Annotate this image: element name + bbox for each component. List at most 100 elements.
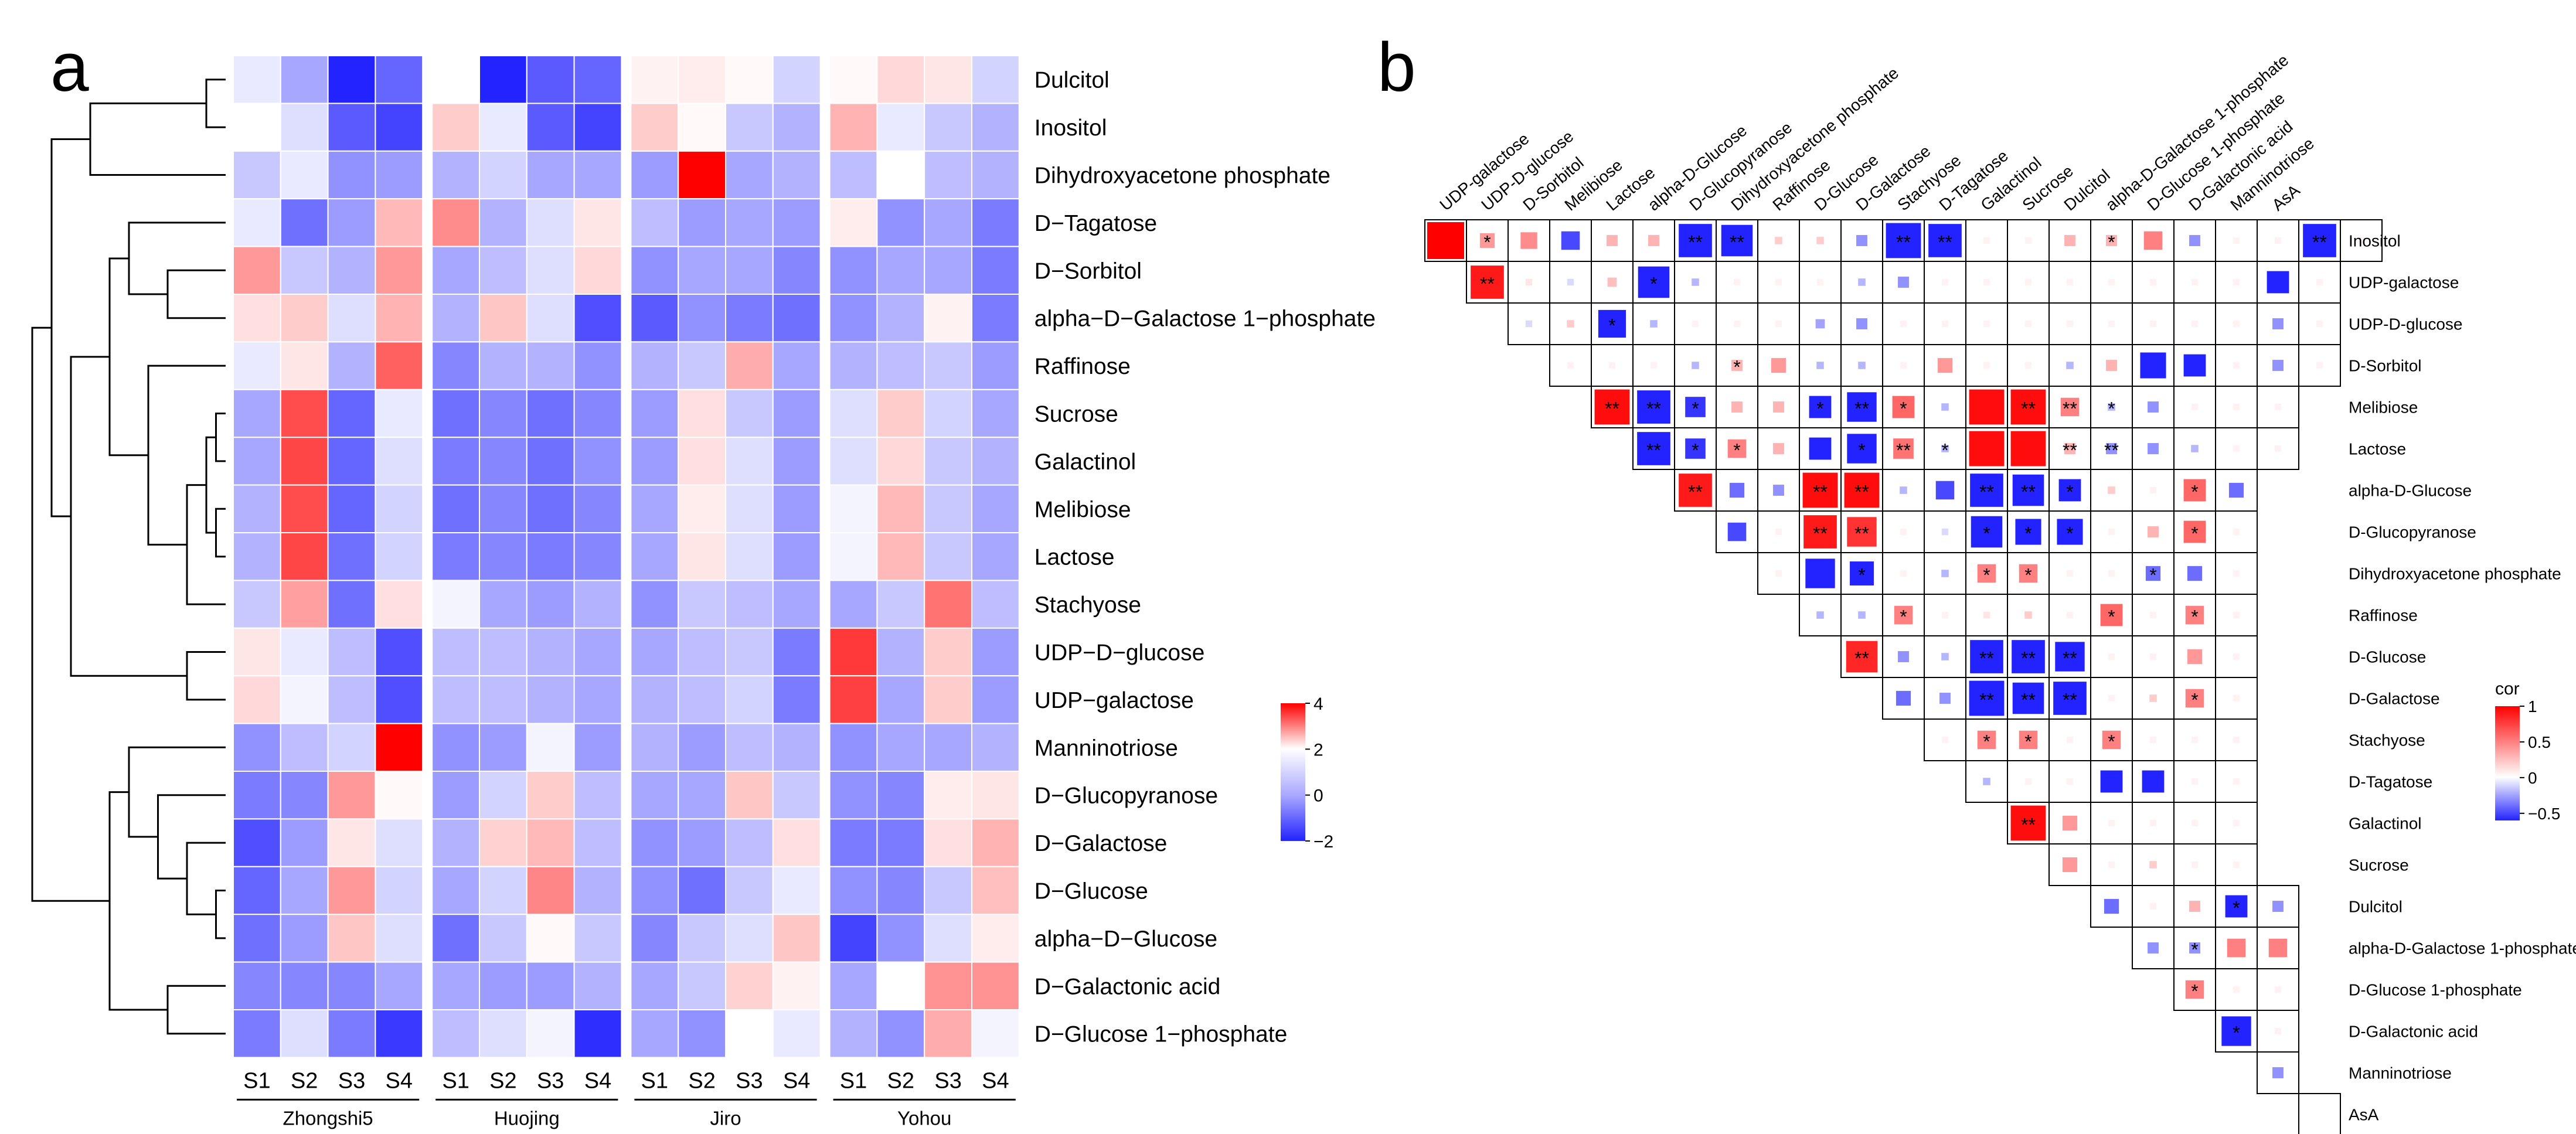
significance-mark: ** xyxy=(1854,523,1869,544)
row-label: UDP-galactose xyxy=(2349,274,2459,292)
significance-mark: ** xyxy=(1646,399,1661,420)
heatmap-cell xyxy=(772,771,821,820)
heatmap-cell xyxy=(725,484,774,533)
correlation-square xyxy=(1731,401,1743,413)
heatmap-cell xyxy=(829,818,878,867)
correlation-square xyxy=(2233,278,2240,286)
significance-mark: ** xyxy=(1979,482,1994,503)
heatmap-cell xyxy=(233,294,281,343)
correlation-square xyxy=(2316,320,2323,328)
correlation-square xyxy=(1685,438,1706,459)
correlation-square xyxy=(2228,482,2244,498)
correlation-square xyxy=(2183,354,2206,377)
heatmap-cell xyxy=(971,961,1020,1010)
significance-mark: * xyxy=(2191,482,2198,503)
heatmap-cell xyxy=(678,246,726,295)
heatmap-cell xyxy=(431,866,481,915)
heatmap-cell xyxy=(725,198,774,247)
significance-mark: ** xyxy=(1688,232,1703,253)
correlation-square xyxy=(2108,486,2115,494)
heatmap-cell xyxy=(772,723,821,772)
correlation-square xyxy=(1816,278,1824,286)
heatmap-cell xyxy=(971,675,1020,724)
heatmap-cell xyxy=(573,150,622,200)
heatmap-cell xyxy=(725,866,774,915)
correlation-square xyxy=(2227,938,2246,958)
correlation-square xyxy=(2191,778,2199,785)
correlation-square xyxy=(2233,694,2240,702)
correlation-square xyxy=(1970,640,2003,673)
correlation-square xyxy=(1733,320,1741,328)
grid-cell xyxy=(2257,427,2299,470)
significance-mark: * xyxy=(2066,482,2073,503)
heatmap-cell xyxy=(772,341,821,390)
significance-mark: ** xyxy=(2021,815,2036,836)
heatmap-cell xyxy=(725,246,774,295)
correlation-square xyxy=(2102,730,2121,750)
significance-mark: ** xyxy=(2312,232,2327,253)
column-label: S1 xyxy=(243,1068,270,1093)
correlation-square xyxy=(2233,819,2240,827)
significance-mark: * xyxy=(2233,1023,2240,1044)
significance-mark: ** xyxy=(1896,232,1911,253)
heatmap-cell xyxy=(479,437,528,486)
heatmap-cell xyxy=(233,437,281,486)
heatmap-cell xyxy=(431,1009,481,1058)
heatmap-cell xyxy=(375,341,424,390)
significance-mark: * xyxy=(2191,690,2198,711)
grid-cell xyxy=(2257,1051,2299,1094)
heatmap-cell xyxy=(630,341,679,390)
correlation-square xyxy=(1856,318,1867,329)
column-label: S2 xyxy=(887,1068,914,1093)
heatmap-cell xyxy=(327,246,376,295)
correlation-square xyxy=(2233,778,2240,785)
significance-mark: ** xyxy=(1688,482,1703,503)
correlation-square xyxy=(2066,570,2074,577)
heatmap-cell xyxy=(280,484,329,533)
heatmap-cell xyxy=(971,866,1020,915)
heatmap-cell xyxy=(573,246,622,295)
row-label: D-Tagatose xyxy=(2349,773,2432,791)
heatmap-cell xyxy=(375,294,424,343)
correlation-square xyxy=(1858,611,1866,619)
row-label: D−Galactonic acid xyxy=(1035,974,1221,999)
significance-mark: ** xyxy=(1896,440,1911,461)
dendrogram-branch xyxy=(186,842,226,915)
heatmap-cell xyxy=(375,771,424,820)
heatmap-cell xyxy=(678,532,726,581)
heatmap-cell xyxy=(233,246,281,295)
heatmap-cell xyxy=(924,580,972,629)
heatmap-cell xyxy=(526,866,575,915)
correlation-square xyxy=(2233,570,2240,577)
heatmap-cell xyxy=(375,389,424,438)
heatmap-cell xyxy=(678,198,726,247)
heatmap-cell xyxy=(431,580,481,629)
heatmap-cell xyxy=(479,294,528,343)
heatmap-cell xyxy=(678,389,726,438)
significance-mark: ** xyxy=(1813,482,1828,503)
correlation-square xyxy=(2010,431,2046,466)
heatmap-cell xyxy=(678,55,726,104)
grid-cell xyxy=(2298,344,2341,387)
heatmap-cell xyxy=(233,1009,281,1058)
heatmap-cell xyxy=(479,484,528,533)
heatmap-cell xyxy=(678,723,726,772)
correlation-square xyxy=(2272,360,2284,371)
heatmap-cell xyxy=(772,294,821,343)
heatmap-cell xyxy=(233,580,281,629)
significance-mark: ** xyxy=(1646,440,1661,461)
correlation-square xyxy=(2149,736,2157,744)
heatmap-cell xyxy=(327,866,376,915)
heatmap-cell xyxy=(829,437,878,486)
correlation-square xyxy=(2108,694,2115,702)
correlation-square xyxy=(1679,224,1712,257)
heatmap-cell xyxy=(829,723,878,772)
heatmap-cell xyxy=(431,55,481,104)
dendrogram-branch xyxy=(186,651,226,701)
heatmap-cell xyxy=(375,246,424,295)
row-label: Lactose xyxy=(1035,545,1115,570)
correlation-square xyxy=(1856,235,1867,246)
significance-mark: ** xyxy=(1938,232,1952,253)
correlation-square xyxy=(1685,397,1706,417)
correlation-square xyxy=(2106,443,2117,454)
